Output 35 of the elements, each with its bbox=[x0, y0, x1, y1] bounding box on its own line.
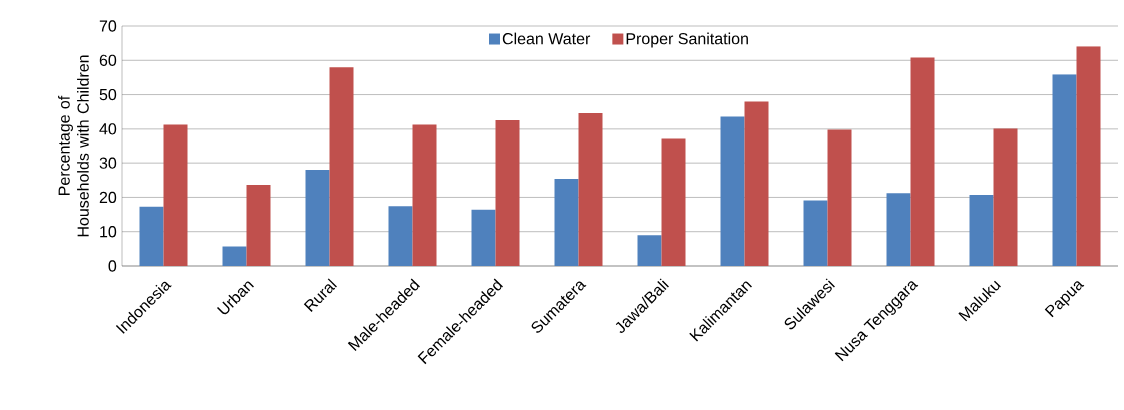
bar bbox=[246, 185, 271, 266]
bar bbox=[637, 235, 662, 266]
bar bbox=[910, 57, 935, 266]
y-tick-label: 10 bbox=[100, 226, 117, 238]
y-tick-label: 40 bbox=[99, 123, 117, 135]
bar bbox=[222, 246, 247, 266]
bar bbox=[720, 116, 745, 266]
bar bbox=[1052, 74, 1077, 266]
bar bbox=[139, 206, 164, 266]
bar bbox=[661, 138, 686, 266]
bar bbox=[803, 200, 828, 266]
y-axis-title: Percentage of Households with Children bbox=[58, 55, 89, 237]
bar bbox=[554, 178, 579, 266]
bar bbox=[329, 67, 354, 266]
y-tick-label: 70 bbox=[99, 20, 117, 32]
bar bbox=[993, 128, 1018, 266]
bar bbox=[471, 209, 496, 266]
bar bbox=[495, 119, 520, 266]
bar bbox=[886, 193, 911, 266]
bar bbox=[827, 129, 852, 266]
y-tick-label: 60 bbox=[99, 54, 117, 66]
y-tick-label: 50 bbox=[99, 88, 117, 101]
legend-label: Proper Sanitation bbox=[626, 32, 748, 48]
bar bbox=[305, 170, 330, 266]
y-tick-label: 30 bbox=[99, 157, 117, 169]
bar bbox=[1076, 46, 1101, 266]
bar bbox=[388, 206, 413, 266]
legend-label: Clean Water bbox=[502, 32, 591, 45]
bar bbox=[163, 124, 188, 266]
bar bbox=[744, 101, 769, 266]
y-tick-label: 0 bbox=[108, 260, 117, 272]
bar bbox=[578, 113, 603, 266]
y-tick-label: 20 bbox=[99, 191, 117, 204]
bar bbox=[412, 124, 437, 266]
bar bbox=[969, 195, 994, 266]
